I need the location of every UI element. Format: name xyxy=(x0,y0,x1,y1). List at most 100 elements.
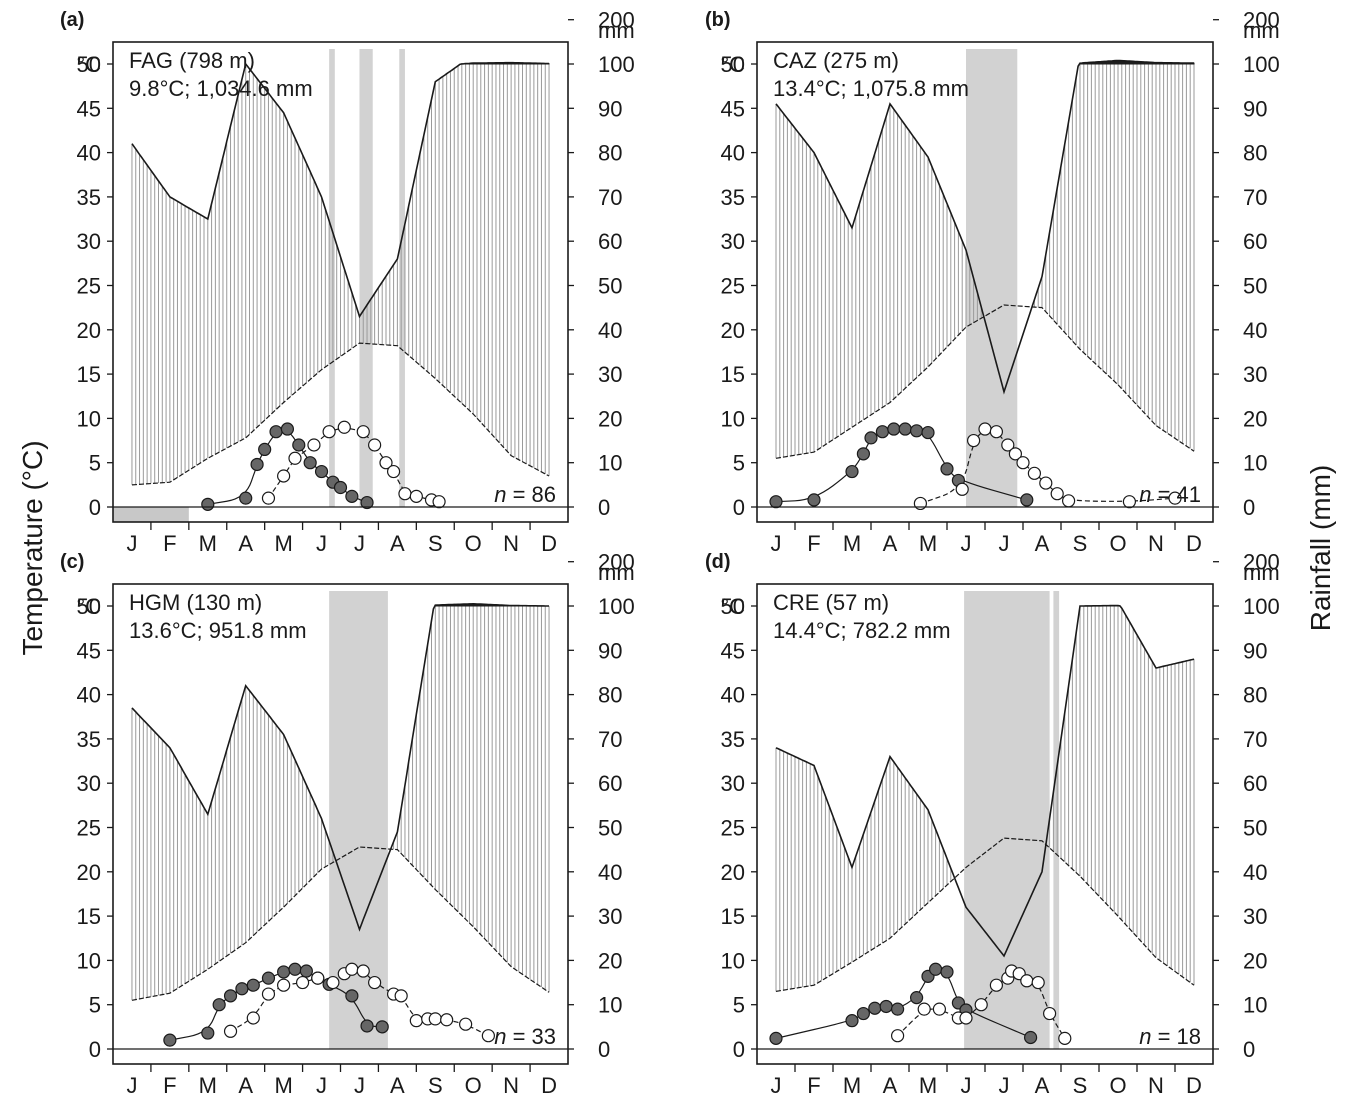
right-tick-label: 90 xyxy=(1243,96,1267,121)
month-label: J xyxy=(354,1073,365,1096)
right-tick-label: 40 xyxy=(598,860,622,885)
right-tick-label: 100 xyxy=(598,594,635,619)
humid-period-hatching xyxy=(132,64,549,485)
open-data-point xyxy=(308,439,320,451)
left-tick-label: 10 xyxy=(721,406,745,431)
right-tick-label: 20 xyxy=(1243,948,1267,973)
dry-season-shading xyxy=(329,49,335,507)
month-label: S xyxy=(1073,1073,1088,1096)
month-label: O xyxy=(1109,531,1126,556)
open-data-point xyxy=(433,496,445,508)
panel-label: (c) xyxy=(60,551,84,573)
sample-size-label: n = 18 xyxy=(1139,1024,1201,1049)
left-tick-label: 10 xyxy=(721,948,745,973)
open-data-point xyxy=(441,1014,453,1026)
right-tick-label: 30 xyxy=(1243,362,1267,387)
right-tick-label: 30 xyxy=(1243,904,1267,929)
open-data-point xyxy=(990,979,1002,991)
left-unit-label: °C xyxy=(76,52,101,77)
filled-data-point xyxy=(899,423,911,435)
filled-data-point xyxy=(770,496,782,508)
right-tick-label: 0 xyxy=(1243,495,1255,520)
month-label: N xyxy=(1148,1073,1164,1096)
open-data-point xyxy=(346,963,358,975)
dry-season-shading xyxy=(359,49,372,507)
filled-data-point xyxy=(869,1002,881,1014)
right-tick-label: 70 xyxy=(598,727,622,752)
left-tick-label: 25 xyxy=(77,274,101,299)
chart-panel-3: 05101520253035404550°C010203040506070809… xyxy=(60,550,635,1096)
filled-data-point xyxy=(1021,494,1033,506)
station-climate-summary: 9.8°C; 1,034.6 mm xyxy=(129,76,313,101)
right-tick-label: 80 xyxy=(1243,683,1267,708)
open-data-point xyxy=(956,483,968,495)
station-climate-summary: 13.6°C; 951.8 mm xyxy=(129,618,307,643)
filled-data-point xyxy=(892,1003,904,1015)
left-tick-label: 15 xyxy=(77,362,101,387)
left-tick-label: 5 xyxy=(89,451,101,476)
filled-data-point xyxy=(300,965,312,977)
open-data-point xyxy=(395,990,407,1002)
left-tick-label: 15 xyxy=(721,904,745,929)
left-tick-label: 30 xyxy=(721,771,745,796)
filled-data-point xyxy=(930,963,942,975)
filled-data-point xyxy=(304,457,316,469)
open-data-point xyxy=(323,426,335,438)
left-tick-label: 30 xyxy=(77,229,101,254)
open-data-point xyxy=(1063,495,1075,507)
sample-size-label: n = 86 xyxy=(494,482,556,507)
open-data-point xyxy=(410,490,422,502)
month-label: F xyxy=(163,531,176,556)
filled-data-point xyxy=(346,490,358,502)
filled-data-point xyxy=(846,466,858,478)
right-tick-label: 30 xyxy=(598,362,622,387)
open-data-point xyxy=(482,1030,494,1042)
station-climate-summary: 13.4°C; 1,075.8 mm xyxy=(773,76,969,101)
filled-data-point xyxy=(259,443,271,455)
right-tick-label: 90 xyxy=(598,638,622,663)
filled-data-point xyxy=(941,463,953,475)
sample-size-label: n = 41 xyxy=(1139,482,1201,507)
filled-data-point xyxy=(293,439,305,451)
month-label: J xyxy=(961,531,972,556)
y-axis-title-right: Rainfall (mm) xyxy=(1305,465,1336,631)
chart-panel-4: 05101520253035404550°C010203040506070809… xyxy=(705,550,1280,1096)
filled-data-point xyxy=(941,966,953,978)
right-tick-label: 20 xyxy=(598,406,622,431)
open-data-point xyxy=(225,1025,237,1037)
y-axis-title-left: Temperature (°C) xyxy=(17,440,48,655)
left-unit-label: °C xyxy=(76,594,101,619)
left-unit-label: °C xyxy=(720,52,745,77)
station-title: CAZ (275 m) xyxy=(773,48,899,73)
filled-data-point xyxy=(289,963,301,975)
filled-data-point xyxy=(270,426,282,438)
left-tick-label: 20 xyxy=(721,318,745,343)
temperature-line xyxy=(132,343,549,485)
month-label: A xyxy=(883,531,898,556)
month-label: F xyxy=(163,1073,176,1096)
month-label: D xyxy=(541,531,557,556)
left-tick-label: 40 xyxy=(721,141,745,166)
right-tick-label: 80 xyxy=(598,683,622,708)
right-tick-label: 60 xyxy=(1243,229,1267,254)
filled-data-point xyxy=(361,1020,373,1032)
open-data-point xyxy=(933,1003,945,1015)
filled-data-point xyxy=(236,983,248,995)
right-tick-label: 20 xyxy=(598,948,622,973)
filled-data-point xyxy=(240,492,252,504)
open-data-point xyxy=(914,497,926,509)
month-label: S xyxy=(428,531,443,556)
month-label: F xyxy=(807,531,820,556)
left-tick-label: 5 xyxy=(733,993,745,1018)
right-tick-label: 10 xyxy=(1243,993,1267,1018)
right-tick-label: 90 xyxy=(598,96,622,121)
open-data-point xyxy=(460,1018,472,1030)
open-data-point xyxy=(1123,496,1135,508)
left-tick-label: 0 xyxy=(89,495,101,520)
left-tick-label: 20 xyxy=(77,860,101,885)
month-label: N xyxy=(503,531,519,556)
open-data-point xyxy=(262,988,274,1000)
dry-season-shading xyxy=(399,49,405,507)
right-tick-label: 80 xyxy=(598,141,622,166)
open-data-point xyxy=(278,470,290,482)
